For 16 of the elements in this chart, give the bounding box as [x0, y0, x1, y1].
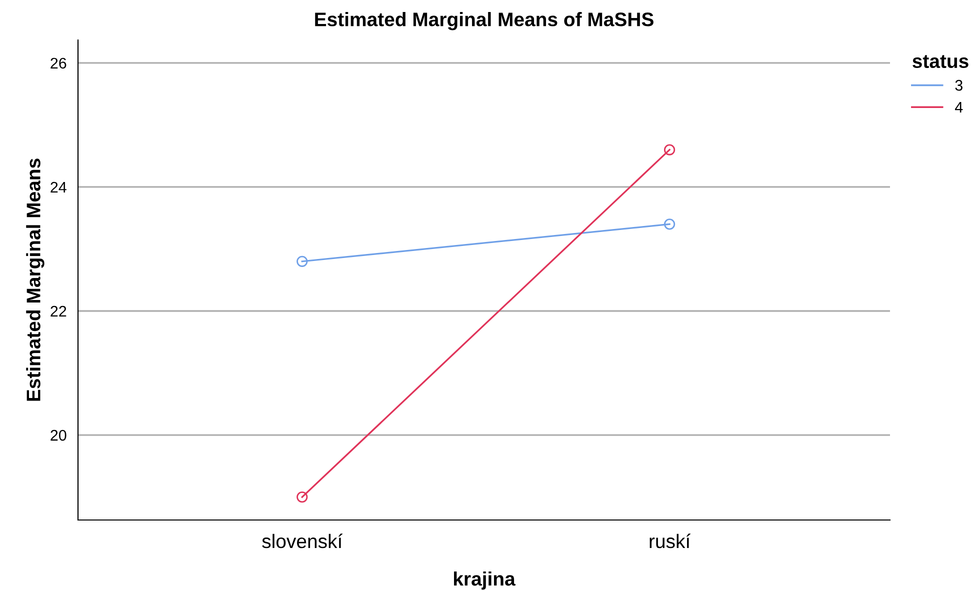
chart-title: Estimated Marginal Means of MaSHS: [315, 12, 654, 30]
point: [296, 256, 308, 267]
y-axis-title: Estimated Marginal Means: [26, 158, 44, 401]
x-tick-label: slovenskí: [262, 534, 343, 548]
legend-label: 4: [955, 102, 963, 112]
y-tick-label: 24: [50, 182, 66, 193]
point: [296, 492, 308, 503]
y-tick-label: 20: [50, 430, 66, 441]
point: [664, 144, 676, 156]
legend-title: status: [912, 55, 968, 68]
legend-label: 3: [955, 80, 962, 91]
y-tick-label: 22: [50, 306, 66, 317]
x-axis-title: krajina: [454, 571, 516, 590]
y-tick-label: 26: [50, 58, 66, 69]
x-tick-label: ruskí: [650, 534, 691, 548]
point: [664, 218, 676, 230]
